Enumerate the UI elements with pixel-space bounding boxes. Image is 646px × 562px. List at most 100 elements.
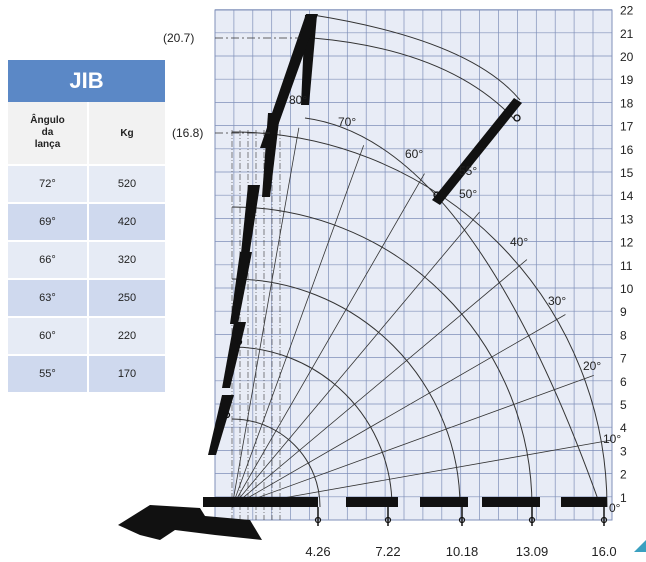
- angle-label: 60°: [405, 147, 423, 161]
- angle-label: 40°: [510, 235, 528, 249]
- angle-ray: [231, 259, 528, 508]
- y-tick-label: 6: [620, 375, 627, 389]
- table-row: 60° 220: [8, 316, 165, 355]
- hook-icon: [600, 516, 608, 524]
- x-tick-label: 13.09: [516, 544, 549, 559]
- radius-arc: [231, 278, 461, 508]
- height-marker-label: (20.7): [163, 31, 194, 45]
- y-tick-label: 16: [620, 143, 634, 157]
- outer-arc: [304, 117, 601, 506]
- horizontal-boom-section: [482, 497, 540, 507]
- horizontal-boom-section: [420, 497, 468, 507]
- angle-label: 80°: [289, 93, 307, 107]
- table-row: 69° 420: [8, 202, 165, 241]
- y-tick-label: 8: [620, 328, 627, 342]
- y-tick-label: 13: [620, 212, 634, 226]
- jib-arc: [312, 37, 516, 121]
- y-tick-label: 21: [620, 27, 634, 41]
- kg-cell: 250: [88, 278, 165, 317]
- y-tick-label: 18: [620, 96, 634, 110]
- hook-icon: [235, 338, 243, 346]
- header-boom-angle: Ângulo da lança: [8, 102, 89, 166]
- angle-cell: 63°: [8, 278, 89, 317]
- angle-label: 70°: [338, 115, 356, 129]
- grid-border: [214, 9, 613, 521]
- hook-icon: [241, 268, 249, 276]
- angle-label: 10°: [603, 432, 621, 446]
- x-tick-label: 4.26: [305, 544, 330, 559]
- x-tick-label: 7.22: [375, 544, 400, 559]
- hook-icon: [249, 201, 257, 209]
- y-tick-label: 7: [620, 352, 627, 366]
- jib-table: Ângulo da lança Kg 72° 520 69° 420 66° 320 …: [8, 102, 165, 392]
- angle-ray: [231, 211, 480, 508]
- angle-label: 50°: [459, 187, 477, 201]
- kg-cell: 420: [88, 202, 165, 241]
- radius-arc: [231, 206, 533, 508]
- hook-icon: [458, 516, 466, 524]
- hook-icon: [384, 516, 392, 524]
- y-tick-label: 22: [620, 4, 634, 18]
- grid-lines: [214, 9, 613, 521]
- y-tick-label: 11: [620, 259, 633, 273]
- boom-section: [208, 395, 234, 455]
- table-row: 63° 250: [8, 278, 165, 317]
- height-marker-label: (16.8): [172, 126, 203, 140]
- horizontal-boom-section: [561, 497, 607, 507]
- y-tick-label: 3: [620, 444, 627, 458]
- angle-ray: [231, 314, 566, 508]
- y-tick-label: 10: [620, 282, 634, 296]
- table-row: 55° 170: [8, 354, 165, 392]
- angle-label: 0°: [609, 501, 621, 515]
- hook-icon: [528, 516, 536, 524]
- y-tick-label: 1: [620, 491, 627, 505]
- jib-section: [432, 98, 522, 205]
- angle-cell: 69°: [8, 202, 89, 241]
- y-tick-label: 17: [620, 120, 634, 134]
- y-tick-label: 5: [620, 398, 627, 412]
- boom-section: [260, 14, 318, 148]
- y-tick-label: 19: [620, 73, 634, 87]
- horizontal-boom-section: [346, 497, 398, 507]
- radius-arc: [231, 346, 393, 508]
- angle-cell: 60°: [8, 316, 89, 355]
- angle-cell: 66°: [8, 240, 89, 279]
- y-tick-label: 4: [620, 421, 627, 435]
- angle-label: 20°: [583, 359, 601, 373]
- y-tick-label: 14: [620, 189, 634, 203]
- kg-cell: 520: [88, 164, 165, 203]
- angle-rays: [231, 127, 612, 520]
- boom-silhouettes: [118, 14, 608, 540]
- jib-table-title: JIB: [8, 60, 165, 102]
- kg-cell: 220: [88, 316, 165, 355]
- angle-ray: [231, 145, 365, 508]
- angle-cell: 72°: [8, 164, 89, 203]
- horizontal-boom-section: [203, 497, 318, 507]
- angle-ray: [231, 374, 594, 508]
- hook-icon: [433, 191, 441, 199]
- table-row: 72° 520: [8, 164, 165, 203]
- y-tick-label: 12: [620, 236, 634, 250]
- y-tick-label: 15: [620, 166, 634, 180]
- radius-arcs: [231, 14, 608, 508]
- angle-label: 30°: [548, 294, 566, 308]
- y-tick-label: 2: [620, 468, 627, 482]
- header-kg: Kg: [88, 102, 165, 166]
- radius-arc: [231, 131, 608, 508]
- x-tick-label: 16.0: [591, 544, 616, 559]
- truck-icon: [118, 505, 262, 540]
- table-row: 66° 320: [8, 240, 165, 279]
- angle-label: 55°: [459, 164, 477, 178]
- angle-cell: 55°: [8, 354, 89, 392]
- angle-ray: [231, 439, 612, 508]
- y-tick-label: 9: [620, 305, 627, 319]
- radius-arc: [231, 418, 321, 508]
- jib-load-table: JIB Ângulo da lança Kg 72° 520 69° 420 66°…: [8, 60, 165, 392]
- diagram-labels: 12345678910111213141516171819202122(20.7…: [163, 4, 646, 559]
- boom-section: [222, 322, 246, 388]
- corner-marker: [634, 540, 646, 552]
- angle-ray: [231, 127, 300, 508]
- jib-arc: [312, 14, 521, 101]
- hook-icon: [513, 114, 521, 122]
